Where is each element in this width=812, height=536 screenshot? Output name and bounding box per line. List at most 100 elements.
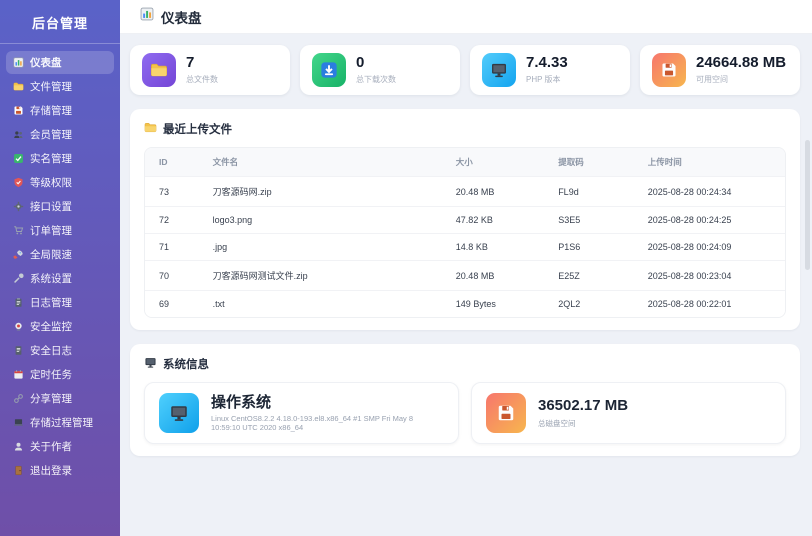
system-info-panel: 系统信息 操作系统 Linux CentOS8.2.2 4.18.0-193.e…: [130, 344, 800, 456]
sidebar-item-label: 存储过程管理: [30, 417, 93, 429]
calendar-icon: [13, 369, 24, 380]
stat-value: 7.4.33: [526, 54, 568, 72]
disk-value: 36502.17 MB: [538, 397, 629, 415]
table-row: 71 .jpg 14.8 KB P1S6 2025-08-28 00:24:09: [145, 233, 785, 261]
app-title: 后台管理: [31, 16, 88, 31]
sidebar-item-label: 安全监控: [30, 321, 72, 333]
user-icon: [13, 441, 24, 452]
table-row: 69 .txt 149 Bytes 2QL2 2025-08-28 00:22:01: [145, 290, 785, 317]
disk-card: 36502.17 MB 总磁盘空间: [471, 382, 786, 444]
sidebar-item-label: 实名管理: [30, 153, 72, 165]
recent-files-table: ID 文件名 大小 提取码 上传时间 73 刀客源码网.zip 20.48 MB FL9d 20…: [145, 148, 785, 317]
sidebar-item-speed-limit[interactable]: 全局限速: [6, 243, 114, 266]
table-row: 73 刀客源码网.zip 20.48 MB FL9d 2025-08-28 00:24:…: [145, 176, 785, 207]
table-cell: 2QL2: [548, 290, 638, 317]
sidebar-item-orders[interactable]: 订单管理: [6, 219, 114, 242]
sidebar-item-label: 安全日志: [30, 345, 72, 357]
column-header-0: ID: [145, 148, 203, 177]
table-cell: FL9d: [548, 176, 638, 207]
system-info-title: 系统信息: [163, 359, 209, 371]
sidebar-item-cron-tasks[interactable]: 定时任务: [6, 363, 114, 386]
table-cell: 72: [145, 206, 203, 234]
bar-chart-icon: [140, 7, 154, 26]
table-cell: 2025-08-28 00:24:25: [637, 206, 785, 234]
table-cell: 149 Bytes: [445, 290, 549, 317]
table-cell: 2025-08-28 00:24:34: [637, 176, 785, 207]
sidebar-divider: [0, 43, 120, 44]
camera-icon: [13, 321, 24, 332]
sidebar-item-label: 等级权限: [30, 177, 72, 189]
stat-label: 可用空间: [696, 74, 728, 84]
door-icon: [13, 465, 24, 476]
table-cell: 14.8 KB: [445, 233, 549, 261]
sidebar-item-storage[interactable]: 存储管理: [6, 99, 114, 122]
monitor-icon: [144, 356, 157, 372]
link-icon: [13, 393, 24, 404]
stat-label: PHP 版本: [526, 74, 561, 84]
stat-value: 24664.88 MB: [696, 54, 787, 72]
sidebar-item-levels[interactable]: 等级权限: [6, 171, 114, 194]
table-cell: 70: [145, 260, 203, 291]
sidebar-item-members[interactable]: 会员管理: [6, 123, 114, 146]
folder-icon: [13, 81, 24, 92]
rocket-icon: [13, 249, 24, 260]
sidebar-item-label: 仪表盘: [30, 57, 62, 69]
disk-label: 总磁盘空间: [538, 418, 576, 428]
table-cell: 2025-08-28 00:22:01: [637, 290, 785, 317]
sidebar-item-label: 接口设置: [30, 201, 72, 213]
sidebar-item-realname[interactable]: 实名管理: [6, 147, 114, 170]
sidebar-item-security-monitor[interactable]: 安全监控: [6, 315, 114, 338]
table-cell: 71: [145, 233, 203, 261]
scrollbar-thumb[interactable]: [805, 140, 810, 270]
column-header-3: 提取码: [548, 148, 638, 177]
gear-icon: [13, 201, 24, 212]
stat-label: 总文件数: [186, 74, 218, 84]
sidebar-item-security-logs[interactable]: 安全日志: [6, 339, 114, 362]
sidebar-item-shares[interactable]: 分享管理: [6, 387, 114, 410]
wrench-icon: [13, 273, 24, 284]
table-header-row: ID 文件名 大小 提取码 上传时间: [145, 148, 785, 177]
stats-row: 7 总文件数 0 总下载次数 7.4.33 PHP 版本 24664.88 MB 可用空间: [130, 45, 800, 95]
table-cell: 2025-08-28 00:23:04: [637, 260, 785, 291]
sidebar-item-dashboard[interactable]: 仪表盘: [6, 51, 114, 74]
stat-card-free-space: 24664.88 MB 可用空间: [640, 45, 800, 95]
sidebar: 后台管理 仪表盘文件管理存储管理会员管理实名管理等级权限接口设置订单管理 全局限速…: [0, 0, 120, 536]
recent-files-panel: 最近上传文件 ID 文件名 大小 提取码 上传时间 73 刀客源码网.zip 20.48 M…: [130, 109, 800, 330]
sidebar-item-system-settings[interactable]: 系统设置: [6, 267, 114, 290]
table-row: 70 刀客源码网测试文件.zip 20.48 MB E25Z 2025-08-28 00…: [145, 260, 785, 291]
sidebar-item-label: 分享管理: [30, 393, 72, 405]
table-cell: 刀客源码网.zip: [202, 176, 446, 207]
sidebar-item-label: 存储管理: [30, 105, 72, 117]
stat-label: 总下载次数: [356, 74, 396, 84]
table-cell: 20.48 MB: [445, 260, 549, 291]
table-cell: 47.82 KB: [445, 206, 549, 234]
stat-card-total-downloads: 0 总下载次数: [300, 45, 460, 95]
sidebar-item-about-author[interactable]: 关于作者: [6, 435, 114, 458]
sidebar-item-api-settings[interactable]: 接口设置: [6, 195, 114, 218]
stat-value: 0: [356, 54, 365, 72]
shield-icon: [13, 177, 24, 188]
scrollbar[interactable]: [805, 140, 810, 290]
stat-card-total-files: 7 总文件数: [130, 45, 290, 95]
sidebar-item-label: 日志管理: [30, 297, 72, 309]
page-title: 仪表盘: [161, 10, 202, 26]
cart-icon: [13, 225, 24, 236]
os-detail: Linux CentOS8.2.2 4.18.0-193.el8.x86_64 …: [211, 414, 414, 433]
recent-files-header: 最近上传文件: [144, 121, 786, 137]
table-cell: 2025-08-28 00:24:09: [637, 233, 785, 261]
sidebar-item-logs[interactable]: 日志管理: [6, 291, 114, 314]
sidebar-item-files[interactable]: 文件管理: [6, 75, 114, 98]
table-cell: 69: [145, 290, 203, 317]
column-header-2: 大小: [445, 148, 549, 177]
table-cell: P1S6: [548, 233, 638, 261]
sidebar-item-stored-procedures[interactable]: 存储过程管理: [6, 411, 114, 434]
stat-card-php-version: 7.4.33 PHP 版本: [470, 45, 630, 95]
table-cell: 20.48 MB: [445, 176, 549, 207]
sidebar-item-logout[interactable]: 退出登录: [6, 459, 114, 482]
column-header-4: 上传时间: [637, 148, 785, 177]
recent-files-table-container: ID 文件名 大小 提取码 上传时间 73 刀客源码网.zip 20.48 MB FL9d 20…: [144, 147, 786, 318]
table-cell: logo3.png: [202, 206, 446, 234]
check-icon: [13, 153, 24, 164]
table-cell: .txt: [202, 290, 446, 317]
